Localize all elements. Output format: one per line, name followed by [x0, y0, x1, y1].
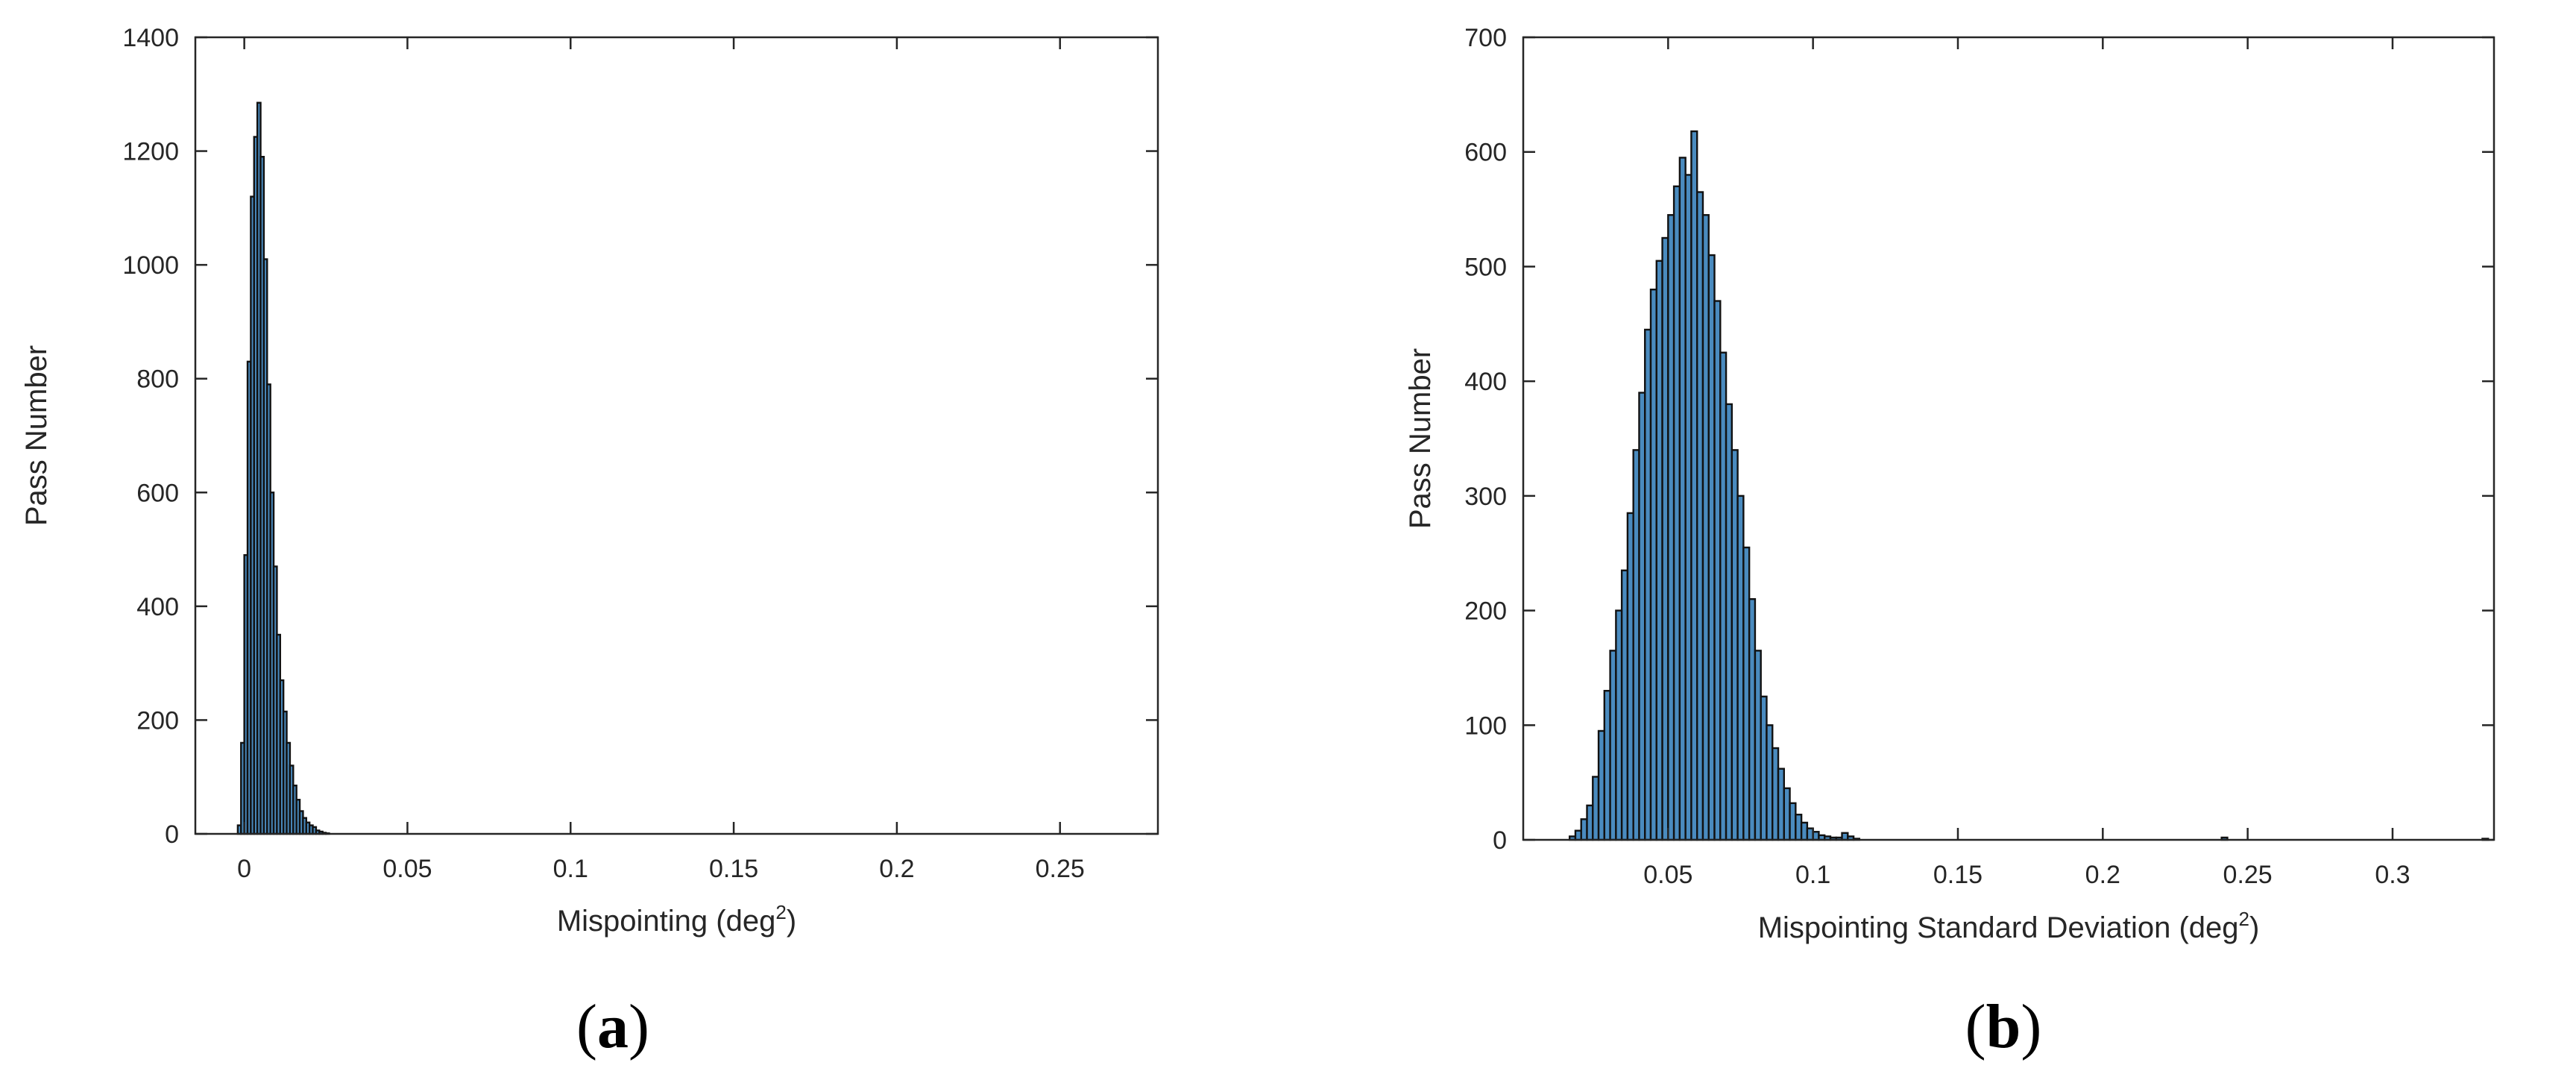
x-tick-label: 0.25 — [1036, 855, 1085, 883]
x-tick-label: 0.05 — [1643, 861, 1692, 889]
y-tick-label: 300 — [1464, 483, 1507, 511]
x-axis-label-text: Mispointing Standard Deviation (deg — [1758, 911, 2239, 944]
y-tick-label: 600 — [136, 479, 179, 507]
histogram-panel-b: 0.05 0.1 0.15 0.2 0.25 0.3 0 100 200 300 400 500 600… — [1404, 24, 2495, 1061]
axes-box — [194, 36, 1159, 835]
x-axis-label-superscript: 2 — [2239, 908, 2249, 930]
x-tick-label: 0.2 — [2085, 861, 2120, 889]
x-axis-label: Mispointing (deg2) — [557, 901, 796, 938]
panel-label: (b) — [1965, 992, 2042, 1061]
y-tick-label: 400 — [1464, 368, 1507, 396]
y-tick-label: 100 — [1464, 712, 1507, 740]
axes-box — [1522, 36, 2495, 841]
x-tick-label: 0.25 — [2223, 861, 2273, 889]
y-axis-label: Pass Number — [1404, 348, 1437, 529]
y-tick-label: 200 — [136, 706, 179, 735]
y-tick-label: 1000 — [122, 251, 179, 280]
x-tick-label: 0.15 — [1933, 861, 1983, 889]
x-tick-label: 0 — [237, 855, 251, 883]
x-tick-label: 0.2 — [879, 855, 914, 883]
x-axis-label-text: Mispointing (deg — [557, 905, 776, 938]
y-axis-label: Pass Number — [20, 345, 53, 526]
y-tick-label: 0 — [1493, 826, 1507, 855]
y-tick-label: 1200 — [122, 138, 179, 166]
bars — [1568, 130, 2490, 841]
y-tick-label: 200 — [1464, 597, 1507, 626]
x-tick-label: 0.15 — [709, 855, 758, 883]
y-tick-label: 700 — [1464, 24, 1507, 52]
y-tick-label: 400 — [136, 593, 179, 621]
histogram-panel-a: 0 0.05 0.1 0.15 0.2 0.25 0 200 400 600 800 1000 1200… — [20, 24, 1159, 1061]
x-axis-label: Mispointing Standard Deviation (deg2) — [1758, 908, 2260, 944]
x-axis-label-suffix: ) — [2249, 911, 2259, 944]
panel-label: (a) — [576, 992, 649, 1061]
y-tick-label: 600 — [1464, 139, 1507, 167]
y-tick-label: 800 — [136, 365, 179, 394]
x-axis-label-superscript: 2 — [775, 901, 786, 923]
x-tick-label: 0.1 — [1795, 861, 1830, 889]
x-tick-label: 0.3 — [2375, 861, 2410, 889]
x-tick-label: 0.05 — [382, 855, 432, 883]
y-tick-label: 1400 — [122, 24, 179, 52]
y-tick-label: 500 — [1464, 253, 1507, 281]
x-axis-label-suffix: ) — [787, 905, 796, 938]
bars — [236, 101, 330, 835]
y-tick-label: 0 — [165, 820, 179, 849]
x-tick-label: 0.1 — [553, 855, 588, 883]
